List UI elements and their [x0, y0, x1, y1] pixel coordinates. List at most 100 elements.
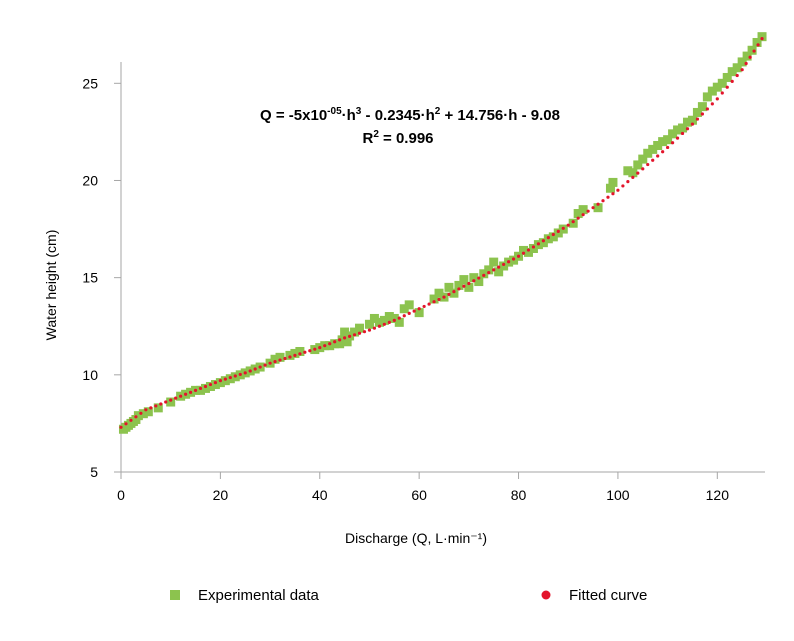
fitted-point [586, 209, 590, 213]
fitted-point [666, 145, 670, 150]
experimental-point [633, 160, 643, 170]
experimental-point [459, 275, 469, 285]
fitted-point [596, 202, 600, 206]
experimental-point [742, 51, 752, 61]
experimental-point [673, 125, 683, 135]
fitted-point [357, 331, 362, 335]
experimental-point [384, 312, 394, 322]
experimental-point [578, 205, 588, 215]
experimental-point [429, 294, 439, 304]
fitted-point [343, 336, 347, 340]
fitted-point [740, 68, 744, 72]
fitted-point [725, 85, 729, 89]
experimental-point [653, 140, 663, 150]
experimental-point [200, 383, 210, 393]
fitted-point [551, 232, 555, 237]
fitted-point [412, 309, 416, 313]
legend-experimental-label: Experimental data [198, 587, 320, 604]
fitted-point [223, 377, 227, 381]
fitted-point [258, 365, 262, 369]
fitted-point [536, 242, 541, 246]
fitted-curve-series [119, 37, 764, 429]
fitted-point [437, 297, 441, 302]
fitted-point [144, 408, 148, 412]
fitted-point [700, 112, 705, 116]
fitted-point [407, 311, 411, 316]
fitted-point [516, 254, 521, 258]
fitted-point [571, 220, 575, 224]
experimental-point [138, 409, 148, 419]
fitted-point [710, 102, 714, 106]
experimental-point [519, 245, 529, 255]
fitted-point [313, 347, 317, 351]
fitted-point [427, 302, 431, 306]
fitted-point [556, 229, 560, 233]
fitted-point [760, 37, 764, 41]
x-tick-label: 20 [213, 487, 229, 503]
fitted-point [188, 390, 193, 394]
experimental-point [484, 265, 494, 275]
fitted-point [477, 276, 481, 280]
experimental-point [469, 273, 479, 283]
x-tick-label: 80 [511, 487, 527, 503]
experimental-point [369, 313, 379, 323]
fitted-point [213, 381, 218, 385]
fitted-point [243, 371, 247, 375]
fitted-point [651, 158, 655, 162]
experimental-point [692, 107, 702, 117]
experimental-point [628, 168, 638, 178]
y-tick-label: 15 [82, 270, 98, 286]
fitted-point [566, 223, 570, 227]
experimental-point [702, 92, 712, 102]
experimental-point [717, 78, 727, 88]
experimental-point [215, 378, 225, 388]
experimental-point [668, 129, 678, 139]
fitted-point [744, 61, 748, 66]
fitted-point [228, 375, 232, 380]
y-tick-label: 5 [90, 464, 98, 480]
fitted-point [646, 162, 650, 167]
experimental-point [290, 348, 300, 358]
fitted-point [318, 346, 322, 350]
experimental-point [593, 203, 603, 213]
experimental-point [270, 354, 280, 364]
fitted-point [442, 295, 446, 299]
experimental-point [444, 282, 454, 292]
y-tick-label: 10 [82, 367, 98, 383]
experimental-point [379, 315, 389, 325]
fitted-point [352, 333, 357, 337]
experimental-point [275, 352, 285, 362]
fitted-point [581, 213, 585, 217]
experimental-point [573, 209, 583, 219]
fitted-point [119, 425, 123, 429]
fitted-point [293, 353, 297, 357]
experimental-point [414, 308, 424, 318]
fitted-point [278, 358, 282, 362]
fitted-point [238, 372, 242, 377]
experimental-point [399, 304, 409, 314]
fitted-point [208, 382, 213, 387]
experimental-point [364, 319, 374, 329]
fitted-point [472, 279, 476, 283]
legend-experimental-marker [170, 590, 180, 600]
fitted-point [661, 150, 665, 154]
fitted-point [462, 284, 466, 288]
experimental-point [210, 380, 220, 390]
fitted-point [621, 184, 625, 188]
fitted-point [253, 367, 257, 371]
fitted-point [248, 369, 252, 373]
fitted-point [531, 245, 536, 249]
fitted-point [685, 127, 690, 131]
fitted-point [616, 188, 620, 192]
experimental-point [143, 407, 153, 417]
experimental-point [643, 148, 653, 158]
experimental-point [747, 45, 757, 55]
fitted-point [288, 355, 292, 359]
fitted-point [705, 107, 709, 111]
fitted-point [402, 314, 406, 318]
fitted-point [695, 117, 700, 121]
x-axis-title: Discharge (Q, L·min⁻¹) [345, 530, 487, 546]
fitted-point [308, 349, 312, 353]
